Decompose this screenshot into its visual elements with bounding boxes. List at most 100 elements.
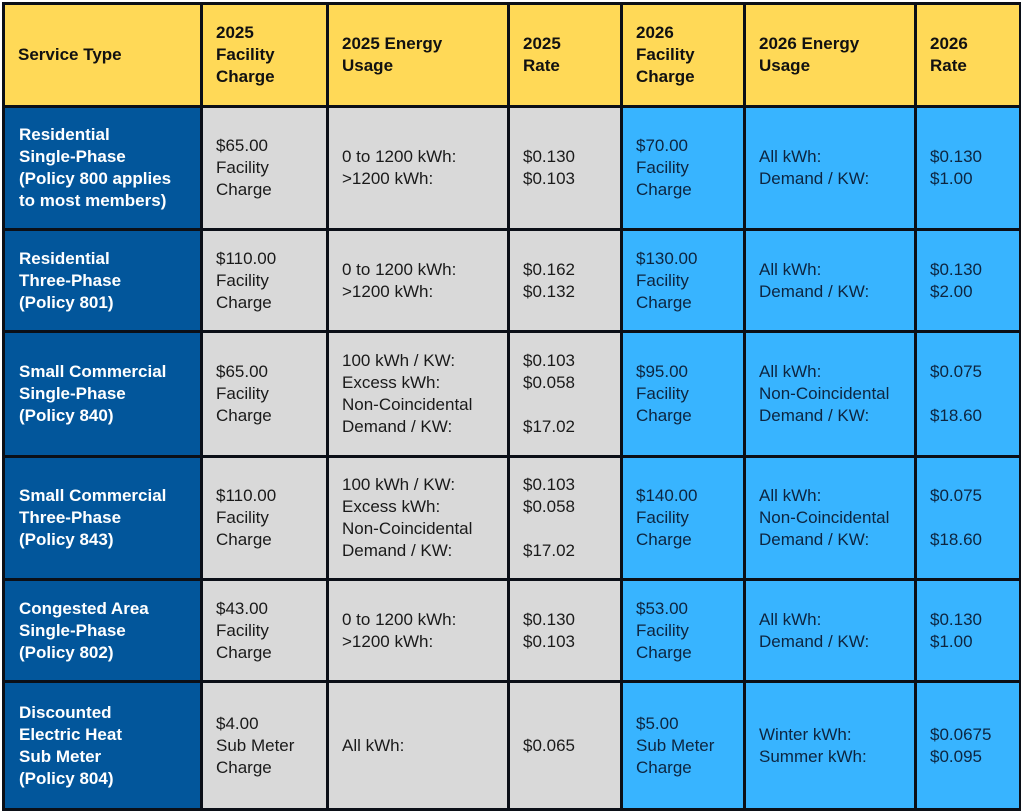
cell-text: Single-Phase xyxy=(19,384,126,403)
cell-text: All kWh: xyxy=(759,362,822,381)
service-type-cell: Small Commercial Three-Phase (Policy 843… xyxy=(2,455,203,581)
cell-text: (Policy 843) xyxy=(19,530,114,549)
cell-text: $70.00 xyxy=(636,136,688,155)
cell-text: Sub Meter xyxy=(19,746,102,766)
cell-text: Small Commercial xyxy=(19,362,167,381)
header-text: Service Type xyxy=(18,45,122,64)
cell-text: $0.058 xyxy=(523,373,575,392)
cell-text: $65.00 xyxy=(216,136,268,155)
rate-2025-cell: $0.130 $0.103 xyxy=(507,578,623,683)
service-type-cell: Residential Single-Phase (Policy 800 app… xyxy=(2,105,203,231)
cell-spacer xyxy=(930,383,1019,405)
table-row: Residential Three-Phase (Policy 801) $11… xyxy=(2,228,1021,333)
cell-text: Non-Coincidental xyxy=(342,519,473,538)
cell-text: Demand / KW: xyxy=(759,406,870,425)
header-text: 2026 xyxy=(636,23,674,42)
cell-text: $0.130 xyxy=(523,609,575,629)
cell-text: Discounted xyxy=(19,702,112,722)
cell-text: 0 to 1200 kWh: xyxy=(342,609,457,629)
cell-text: $0.132 xyxy=(523,281,575,301)
cell-spacer xyxy=(523,394,620,416)
header-text: Facility xyxy=(216,45,275,64)
cell-text: Charge xyxy=(636,757,692,777)
cell-text: Single-Phase xyxy=(19,147,126,166)
table-row: Residential Single-Phase (Policy 800 app… xyxy=(2,105,1021,231)
cell-text: Small Commercial xyxy=(19,486,167,505)
cell-text: Charge xyxy=(636,180,692,199)
cell-text: $53.00 xyxy=(636,598,688,618)
header-2026-rate: 2026 Rate xyxy=(914,2,1021,108)
facility-charge-2025-cell: $65.00 Facility Charge xyxy=(200,105,329,231)
service-type-cell: Discounted Electric Heat Sub Meter (Poli… xyxy=(2,680,203,811)
rate-2025-cell: $0.130 $0.103 xyxy=(507,105,623,231)
cell-text: $1.00 xyxy=(930,631,973,651)
cell-text: to most members) xyxy=(19,191,167,210)
energy-usage-2025-cell: 0 to 1200 kWh: >1200 kWh: xyxy=(326,105,510,231)
cell-text: Facility xyxy=(216,508,269,527)
cell-text: $0.0675 xyxy=(930,724,992,744)
header-service-type: Service Type xyxy=(2,2,203,108)
rate-2026-cell: $0.075 $18.60 xyxy=(914,455,1021,581)
cell-text: Non-Coincidental xyxy=(759,508,890,527)
cell-text: All kWh: xyxy=(759,486,822,505)
cell-text: Residential xyxy=(19,248,110,268)
cell-text: $0.065 xyxy=(523,735,575,755)
energy-usage-2026-cell: All kWh: Demand / KW: xyxy=(743,105,917,231)
cell-text: $0.095 xyxy=(930,746,982,766)
energy-usage-2025-cell: 0 to 1200 kWh: >1200 kWh: xyxy=(326,578,510,683)
rate-2025-cell: $0.162 $0.132 xyxy=(507,228,623,333)
cell-text: Excess kWh: xyxy=(342,373,441,392)
cell-text: $0.130 xyxy=(523,147,575,166)
cell-text: Charge xyxy=(636,642,692,662)
cell-text: Charge xyxy=(216,757,272,777)
rate-2025-cell: $0.065 xyxy=(507,680,623,811)
cell-text: Facility xyxy=(636,508,689,527)
cell-text: Facility xyxy=(216,384,269,403)
service-type-cell: Small Commercial Single-Phase (Policy 84… xyxy=(2,330,203,458)
header-text: Usage xyxy=(342,56,394,75)
cell-text: $4.00 xyxy=(216,713,259,733)
cell-text: 100 kWh / KW: xyxy=(342,351,456,370)
header-text: 2025 Energy xyxy=(342,34,443,53)
energy-usage-2025-cell: 100 kWh / KW: Excess kWh: Non-Coincident… xyxy=(326,455,510,581)
facility-charge-2026-cell: $5.00 Sub Meter Charge xyxy=(620,680,746,811)
cell-text: >1200 kWh: xyxy=(342,169,434,188)
cell-text: All kWh: xyxy=(759,609,822,629)
facility-charge-2025-cell: $65.00 Facility Charge xyxy=(200,330,329,458)
energy-usage-2026-cell: Winter kWh: Summer kWh: xyxy=(743,680,917,811)
cell-text: Facility xyxy=(216,270,269,290)
table-row: Small Commercial Three-Phase (Policy 843… xyxy=(2,455,1021,581)
energy-usage-2026-cell: All kWh: Non-Coincidental Demand / KW: xyxy=(743,455,917,581)
facility-charge-2026-cell: $70.00 Facility Charge xyxy=(620,105,746,231)
energy-usage-2025-cell: 100 kWh / KW: Excess kWh: Non-Coincident… xyxy=(326,330,510,458)
cell-text: Demand / KW: xyxy=(342,541,453,560)
cell-text: All kWh: xyxy=(759,259,822,279)
header-text: Rate xyxy=(523,56,560,75)
rate-2026-cell: $0.130 $2.00 xyxy=(914,228,1021,333)
cell-text: $0.103 xyxy=(523,351,575,370)
energy-usage-2026-cell: All kWh: Demand / KW: xyxy=(743,228,917,333)
energy-usage-2025-cell: All kWh: xyxy=(326,680,510,811)
cell-text: (Policy 802) xyxy=(19,642,114,662)
cell-text: Residential xyxy=(19,125,110,144)
cell-text: >1200 kWh: xyxy=(342,281,434,301)
cell-text: Charge xyxy=(216,642,272,662)
cell-text: $0.103 xyxy=(523,631,575,651)
cell-text: Single-Phase xyxy=(19,620,126,640)
header-text: 2026 xyxy=(930,34,968,53)
facility-charge-2026-cell: $95.00 Facility Charge xyxy=(620,330,746,458)
cell-text: $0.162 xyxy=(523,259,575,279)
cell-text: Charge xyxy=(216,406,272,425)
cell-text: $0.130 xyxy=(930,147,982,166)
cell-text: $0.130 xyxy=(930,609,982,629)
service-type-cell: Congested Area Single-Phase (Policy 802) xyxy=(2,578,203,683)
header-row: Service Type 2025 Facility Charge 2025 E… xyxy=(2,2,1021,108)
cell-text: Congested Area xyxy=(19,598,149,618)
cell-text: Excess kWh: xyxy=(342,497,441,516)
facility-charge-2025-cell: $4.00 Sub Meter Charge xyxy=(200,680,329,811)
rate-2026-cell: $0.130 $1.00 xyxy=(914,578,1021,683)
cell-text: Charge xyxy=(636,292,692,312)
facility-charge-2026-cell: $140.00 Facility Charge xyxy=(620,455,746,581)
cell-text: $130.00 xyxy=(636,248,698,268)
header-text: Rate xyxy=(930,56,967,75)
